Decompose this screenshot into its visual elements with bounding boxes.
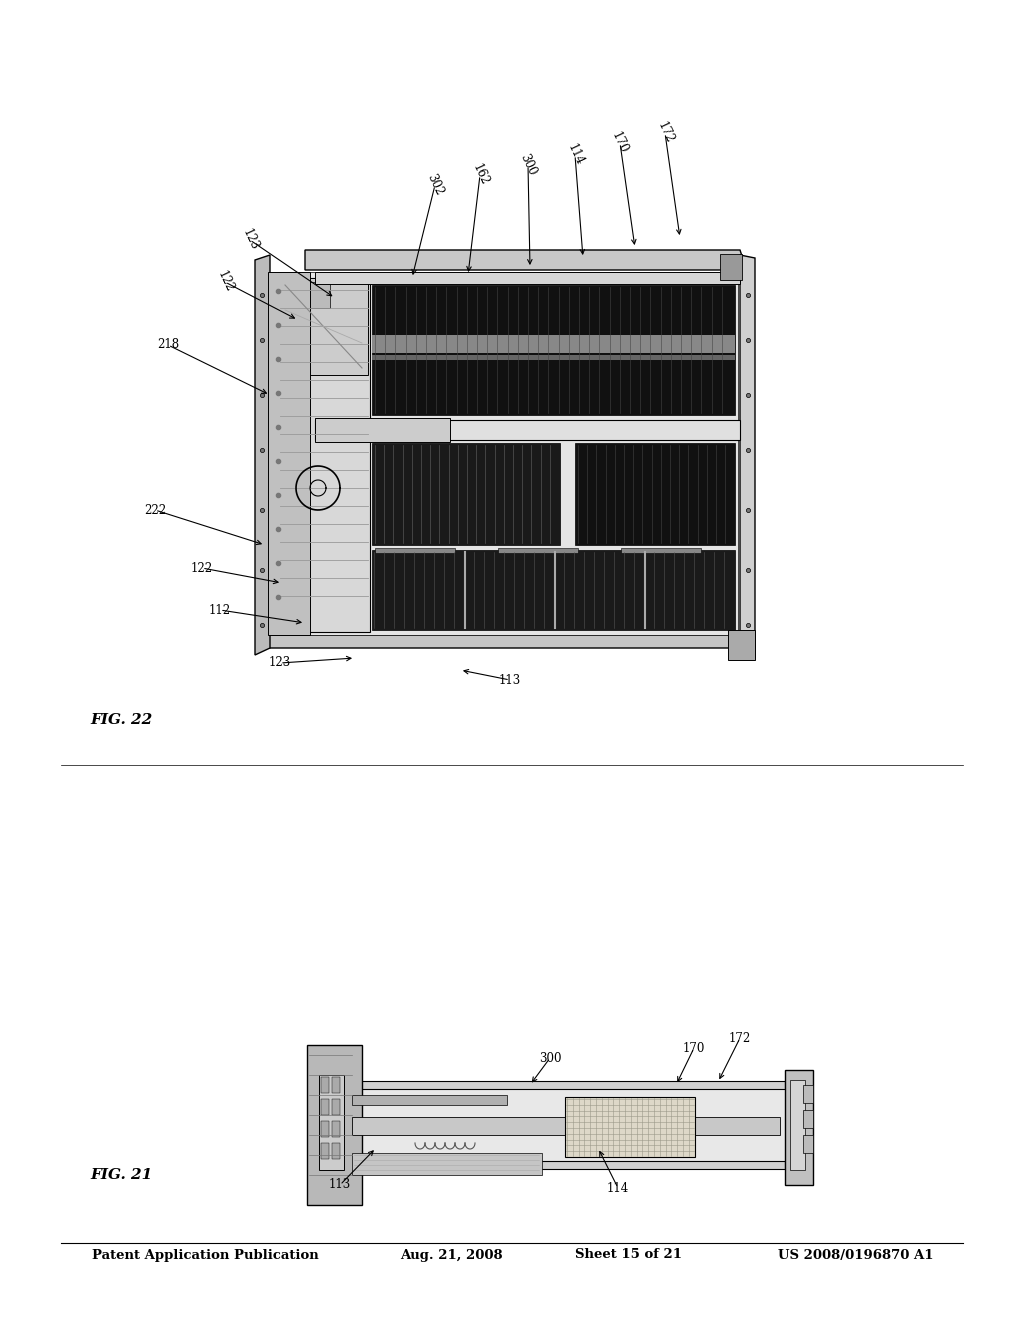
- Text: 113: 113: [329, 1179, 351, 1192]
- Bar: [372, 355, 735, 360]
- Bar: [803, 1110, 813, 1129]
- Bar: [332, 1143, 340, 1159]
- Text: 122: 122: [190, 561, 213, 574]
- Polygon shape: [315, 272, 740, 284]
- Bar: [785, 1071, 813, 1185]
- Polygon shape: [280, 279, 368, 375]
- Text: 162: 162: [469, 162, 490, 187]
- Polygon shape: [275, 272, 738, 635]
- Text: 172: 172: [654, 120, 676, 145]
- Bar: [319, 1074, 344, 1170]
- Polygon shape: [268, 272, 310, 635]
- Text: US 2008/0196870 A1: US 2008/0196870 A1: [778, 1249, 934, 1262]
- Bar: [332, 1077, 340, 1093]
- Text: 218: 218: [157, 338, 179, 351]
- Text: Sheet 15 of 21: Sheet 15 of 21: [575, 1249, 682, 1262]
- Polygon shape: [260, 635, 755, 657]
- Text: 113: 113: [499, 673, 521, 686]
- Text: 122: 122: [214, 269, 236, 294]
- Polygon shape: [372, 550, 735, 630]
- Bar: [372, 335, 735, 352]
- Bar: [321, 1100, 329, 1115]
- Bar: [352, 1152, 542, 1175]
- Text: FIG. 22: FIG. 22: [90, 713, 153, 727]
- Bar: [803, 1135, 813, 1152]
- Text: 300: 300: [539, 1052, 561, 1064]
- Bar: [321, 1121, 329, 1137]
- Polygon shape: [728, 630, 755, 660]
- Polygon shape: [295, 282, 330, 308]
- Bar: [332, 1121, 340, 1137]
- Text: 300: 300: [517, 152, 539, 178]
- Text: FIG. 21: FIG. 21: [90, 1168, 153, 1181]
- Polygon shape: [315, 420, 740, 440]
- Text: 123: 123: [269, 656, 291, 669]
- Bar: [307, 1045, 362, 1205]
- Text: 170: 170: [683, 1041, 706, 1055]
- Bar: [321, 1143, 329, 1159]
- Bar: [352, 1096, 507, 1105]
- Bar: [621, 548, 701, 553]
- Bar: [347, 1162, 785, 1170]
- Bar: [347, 1081, 785, 1089]
- Text: 114: 114: [564, 143, 586, 168]
- Polygon shape: [255, 255, 270, 655]
- Polygon shape: [720, 253, 742, 280]
- Bar: [790, 1080, 805, 1170]
- Polygon shape: [740, 255, 755, 648]
- Polygon shape: [280, 279, 296, 300]
- Bar: [352, 1117, 780, 1135]
- Polygon shape: [315, 418, 450, 442]
- Text: 222: 222: [144, 503, 166, 516]
- Text: 172: 172: [729, 1031, 752, 1044]
- Bar: [375, 548, 455, 553]
- Text: Aug. 21, 2008: Aug. 21, 2008: [400, 1249, 503, 1262]
- Polygon shape: [372, 285, 735, 414]
- Polygon shape: [305, 249, 745, 285]
- Bar: [498, 548, 578, 553]
- Text: 123: 123: [240, 227, 260, 253]
- Text: Patent Application Publication: Patent Application Publication: [92, 1249, 318, 1262]
- Bar: [565, 1097, 695, 1158]
- Text: 112: 112: [209, 603, 231, 616]
- Polygon shape: [372, 444, 560, 545]
- Polygon shape: [575, 444, 735, 545]
- Text: 114: 114: [607, 1181, 629, 1195]
- Bar: [803, 1085, 813, 1104]
- Bar: [321, 1077, 329, 1093]
- Bar: [347, 1086, 795, 1163]
- Text: 302: 302: [424, 172, 445, 198]
- Bar: [332, 1100, 340, 1115]
- Polygon shape: [278, 279, 370, 632]
- Text: 170: 170: [609, 131, 631, 156]
